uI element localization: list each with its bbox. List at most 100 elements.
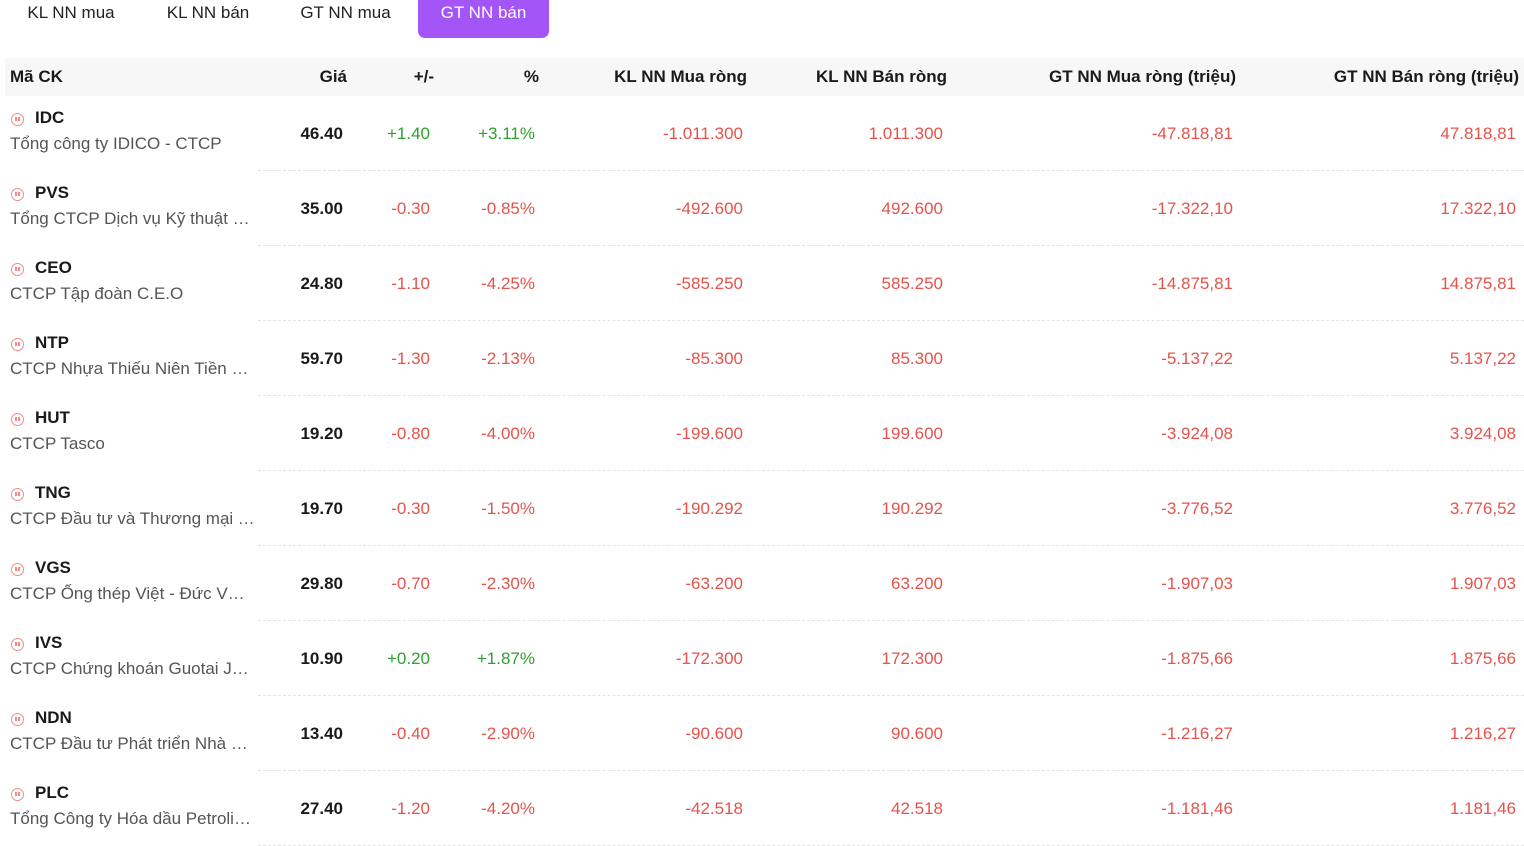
gt-sell-cell: 14.875,81	[1440, 274, 1516, 293]
change-cell: -1.20	[391, 799, 430, 818]
stock-symbol[interactable]: VGS	[35, 558, 71, 577]
price-cell: 46.40	[300, 124, 343, 143]
percent-cell: +3.11%	[478, 124, 535, 143]
stock-symbol[interactable]: NDN	[35, 708, 72, 727]
price-cell: 27.40	[300, 799, 343, 818]
pause-circle-icon	[11, 188, 24, 201]
gt-sell-cell: 1.181,46	[1449, 799, 1516, 818]
header-percent[interactable]: %	[523, 67, 539, 86]
gt-buy-cell: -5.137,22	[1161, 349, 1233, 368]
pause-circle-icon	[11, 563, 24, 576]
percent-cell: -0.85%	[481, 199, 535, 218]
gt-buy-cell: -3.924,08	[1161, 424, 1233, 443]
change-cell: -1.10	[391, 274, 430, 293]
header-price[interactable]: Giá	[319, 67, 347, 86]
stock-symbol[interactable]: IVS	[35, 633, 63, 652]
gt-sell-cell: 3.924,08	[1449, 424, 1516, 443]
change-cell: +1.40	[386, 124, 430, 143]
gt-buy-cell: -1.181,46	[1161, 799, 1233, 818]
stock-symbol[interactable]: CEO	[35, 258, 72, 277]
pause-circle-icon	[11, 638, 24, 651]
tab-gt-nn-ban[interactable]: GT NN bán	[418, 0, 549, 38]
company-name: Tổng công ty IDICO - CTCP	[10, 134, 222, 153]
table-row[interactable]: IDC Tổng công ty IDICO - CTCP 46.40 +1.40 +3…	[0, 96, 1524, 171]
tab-gt-nn-mua[interactable]: GT NN mua	[300, 3, 391, 22]
table-row[interactable]: HUT CTCP Tasco 19.20 -0.80 -4.00% -199.600 199…	[0, 396, 1524, 471]
kl-buy-cell: -190.292	[675, 499, 743, 518]
percent-cell: -4.00%	[481, 424, 535, 443]
header-symbol[interactable]: Mã CK	[10, 67, 63, 86]
kl-buy-cell: -90.600	[685, 724, 743, 743]
pause-circle-icon	[11, 413, 24, 426]
stock-symbol[interactable]: IDC	[35, 108, 65, 127]
header-kl-buy[interactable]: KL NN Mua ròng	[614, 67, 747, 86]
gt-sell-cell: 17.322,10	[1440, 199, 1516, 218]
gt-sell-cell: 1.907,03	[1449, 574, 1516, 593]
pause-circle-icon	[11, 488, 24, 501]
row-divider	[258, 695, 1524, 696]
change-cell: -0.40	[391, 724, 430, 743]
kl-sell-cell: 190.292	[881, 499, 943, 518]
header-gt-sell[interactable]: GT NN Bán ròng (triệu)	[1333, 67, 1519, 86]
table-row[interactable]: NTP CTCP Nhựa Thiếu Niên Tiền Phong 59.70 -…	[0, 321, 1524, 396]
kl-sell-cell: 492.600	[881, 199, 943, 218]
row-divider	[258, 545, 1524, 546]
percent-cell: -2.90%	[481, 724, 535, 743]
pause-circle-icon	[11, 338, 24, 351]
change-cell: -0.70	[391, 574, 430, 593]
header-change[interactable]: +/-	[413, 67, 434, 86]
row-divider	[258, 320, 1524, 321]
kl-buy-cell: -85.300	[685, 349, 743, 368]
gt-sell-cell: 3.776,52	[1449, 499, 1516, 518]
company-name: CTCP Tasco	[10, 434, 105, 453]
stock-symbol[interactable]: TNG	[35, 483, 71, 502]
stock-symbol[interactable]: NTP	[35, 333, 69, 352]
pause-circle-icon	[11, 713, 24, 726]
change-cell: -1.30	[391, 349, 430, 368]
change-cell: -0.30	[391, 499, 430, 518]
percent-cell: -4.20%	[481, 799, 535, 818]
percent-cell: -4.25%	[481, 274, 535, 293]
table-row[interactable]: CEO CTCP Tập đoàn C.E.O 24.80 -1.10 -4.25% -5…	[0, 246, 1524, 321]
price-cell: 19.20	[300, 424, 343, 443]
header-gt-buy[interactable]: GT NN Mua ròng (triệu)	[1049, 67, 1236, 86]
kl-sell-cell: 1.011.300	[868, 124, 943, 143]
stock-symbol[interactable]: PVS	[35, 183, 70, 202]
gt-sell-cell: 1.216,27	[1449, 724, 1516, 743]
kl-sell-cell: 85.300	[891, 349, 943, 368]
gt-sell-cell: 1.875,66	[1449, 649, 1516, 668]
gt-buy-cell: -1.216,27	[1161, 724, 1233, 743]
table-row[interactable]: PLC Tổng Công ty Hóa dầu Petrolimex - CTC…	[0, 771, 1524, 846]
gt-buy-cell: -1.907,03	[1161, 574, 1233, 593]
kl-buy-cell: -63.200	[685, 574, 743, 593]
company-name: CTCP Chứng khoán Guotai Junan (Việt Nam)	[10, 659, 256, 678]
company-name: CTCP Ống thép Việt - Đức VG PIPE	[10, 584, 256, 603]
row-divider	[258, 770, 1524, 771]
row-divider	[258, 245, 1524, 246]
kl-sell-cell: 172.300	[881, 649, 943, 668]
row-divider	[258, 395, 1524, 396]
change-cell: -0.30	[391, 199, 430, 218]
pause-circle-icon	[11, 788, 24, 801]
stock-symbol[interactable]: HUT	[35, 408, 70, 427]
table-row[interactable]: NDN CTCP Đầu tư Phát triển Nhà Đà Nẵng 13.…	[0, 696, 1524, 771]
stock-symbol[interactable]: PLC	[35, 783, 69, 802]
company-name: CTCP Tập đoàn C.E.O	[10, 284, 184, 303]
table-row[interactable]: IVS CTCP Chứng khoán Guotai Junan (Việt N…	[0, 621, 1524, 696]
table-row[interactable]: VGS CTCP Ống thép Việt - Đức VG PIPE 29.80…	[0, 546, 1524, 621]
header-kl-sell[interactable]: KL NN Bán ròng	[816, 67, 947, 86]
tab-kl-nn-ban[interactable]: KL NN bán	[166, 3, 250, 22]
company-name: CTCP Đầu tư Phát triển Nhà Đà Nẵng	[10, 734, 256, 753]
pause-circle-icon	[11, 113, 24, 126]
company-name: CTCP Đầu tư và Thương mại TNG	[10, 509, 256, 528]
table-row[interactable]: PVS Tổng CTCP Dịch vụ Kỹ thuật Dầu khí Vi…	[0, 171, 1524, 246]
gt-buy-cell: -17.322,10	[1151, 199, 1233, 218]
kl-sell-cell: 585.250	[881, 274, 943, 293]
company-name: Tổng Công ty Hóa dầu Petrolimex - CTCP	[10, 809, 256, 828]
price-cell: 59.70	[300, 349, 343, 368]
tab-kl-nn-mua[interactable]: KL NN mua	[27, 3, 115, 22]
table-row[interactable]: TNG CTCP Đầu tư và Thương mại TNG 19.70 -0.…	[0, 471, 1524, 546]
kl-buy-cell: -492.600	[675, 199, 743, 218]
percent-cell: -1.50%	[481, 499, 535, 518]
kl-sell-cell: 199.600	[881, 424, 943, 443]
